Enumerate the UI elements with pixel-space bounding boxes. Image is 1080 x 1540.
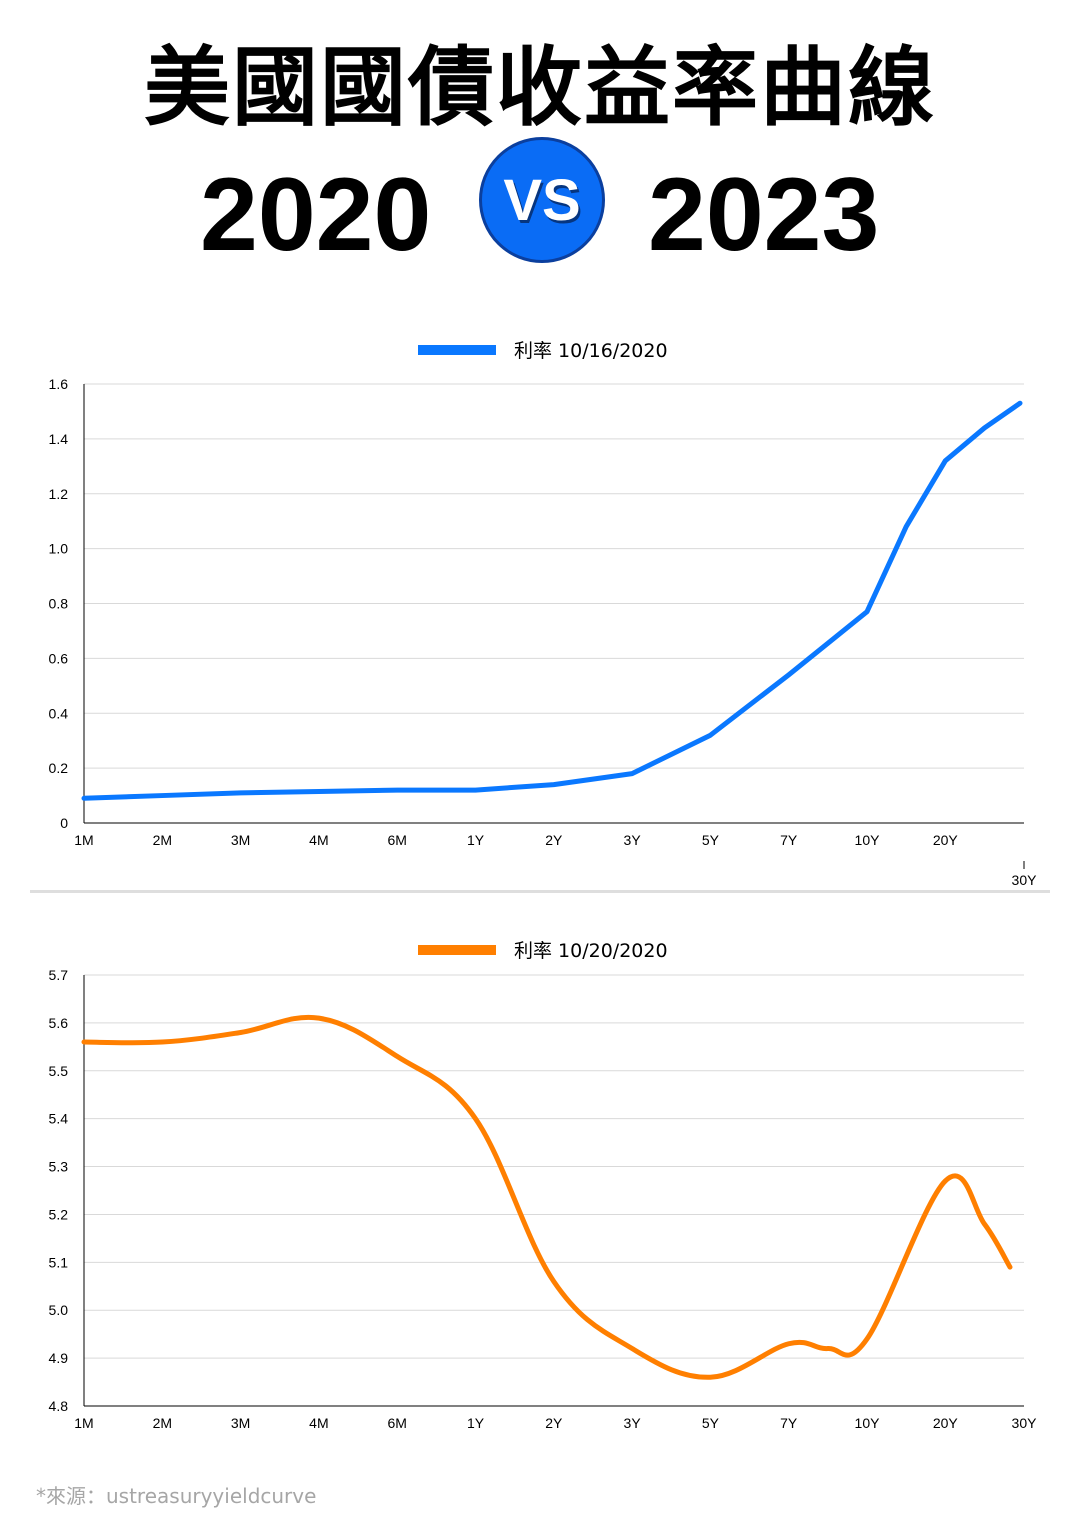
y-tick-label: 4.8 (49, 1398, 69, 1414)
x-tick-label: 7Y (780, 1415, 798, 1431)
y-tick-label: 5.0 (49, 1302, 69, 1318)
x-tick-label: 20Y (933, 832, 959, 848)
x-tick-label: 3Y (624, 1415, 642, 1431)
legend-label: 利率 10/20/2020 (514, 940, 668, 962)
y-tick-label: 5.7 (49, 967, 69, 983)
yield-chart-2023: 利率 10/20/2020 4.8 4.9 5.0 5.1 5.2 5.3 5.4 5.5 5.6… (49, 940, 1038, 1431)
y-tick-label: 5.4 (49, 1111, 69, 1127)
x-tick-label: 1M (74, 1415, 93, 1431)
y-tick-label: 1.0 (49, 541, 69, 557)
y-tick-label: 0.6 (49, 650, 69, 666)
y-tick-label: 5.5 (49, 1063, 69, 1079)
x-tick-label: 3Y (624, 832, 642, 848)
vs-badge: VS (479, 137, 605, 263)
x-tick-label: 4M (309, 832, 328, 848)
legend-swatch (418, 345, 496, 355)
year-left: 2020 (200, 157, 432, 273)
y-tick-label: 5.2 (49, 1206, 69, 1222)
x-tick-label: 20Y (933, 1415, 959, 1431)
y-tick-label: 4.9 (49, 1350, 69, 1366)
x-tick-label: 1Y (467, 1415, 485, 1431)
y-tick-label: 0.2 (49, 760, 69, 776)
x-tick-label: 6M (387, 1415, 406, 1431)
y-tick-label: 1.4 (49, 431, 69, 447)
x-tick-label: 2M (153, 832, 172, 848)
legend-label: 利率 10/16/2020 (514, 340, 668, 362)
x-tick-label: 2Y (545, 1415, 563, 1431)
x-tick-label: 10Y (855, 832, 881, 848)
x-tick-label: 3M (231, 832, 250, 848)
y-tick-label: 5.1 (49, 1254, 69, 1270)
x-tick-label: 2Y (545, 832, 563, 848)
section-divider (30, 890, 1050, 893)
x-tick-label: 1M (74, 832, 93, 848)
x-tick-label: 5Y (702, 832, 720, 848)
series-line (81, 1014, 1013, 1380)
x-tick-label: 30Y (1012, 872, 1038, 888)
year-right: 2023 (648, 157, 880, 273)
x-tick-label: 30Y (1012, 1415, 1038, 1431)
page-title: 美國國債收益率曲線 (144, 38, 936, 138)
x-tick-label: 6M (387, 832, 406, 848)
y-tick-label: 1.6 (49, 376, 69, 392)
y-tick-label: 0.4 (49, 705, 69, 721)
y-tick-label: 5.6 (49, 1015, 69, 1031)
y-tick-label: 5.3 (49, 1159, 69, 1175)
x-tick-label: 10Y (855, 1415, 881, 1431)
yield-chart-2020: 利率 10/16/2020 0 0.2 0.4 0.6 0.8 1.0 1.2 1.4 1.6 1M… (49, 340, 1038, 888)
x-tick-label: 2M (153, 1415, 172, 1431)
x-tick-label: 7Y (780, 832, 798, 848)
series-line (81, 400, 1023, 801)
y-tick-label: 0.8 (49, 596, 69, 612)
source-note: *來源：ustreasuryyieldcurve (36, 1484, 317, 1508)
x-tick-label: 3M (231, 1415, 250, 1431)
x-tick-label: 1Y (467, 832, 485, 848)
y-tick-label: 1.2 (49, 486, 69, 502)
x-tick-label: 4M (309, 1415, 328, 1431)
y-tick-label: 0 (60, 815, 68, 831)
legend-swatch (418, 945, 496, 955)
x-tick-label: 5Y (702, 1415, 720, 1431)
